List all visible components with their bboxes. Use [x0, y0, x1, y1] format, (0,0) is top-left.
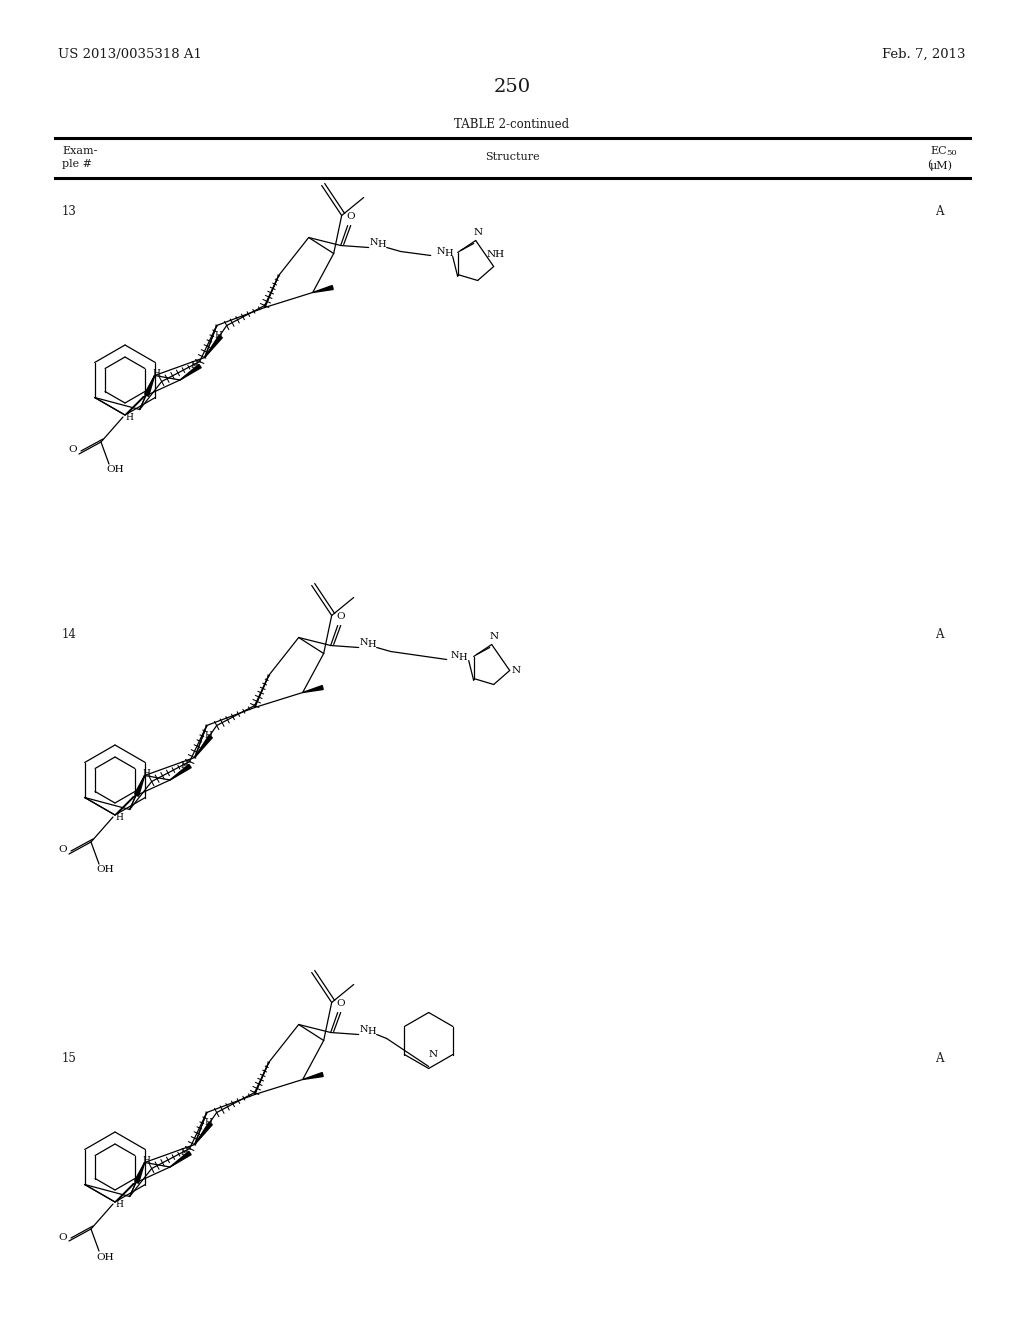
Text: NH: NH: [486, 249, 505, 259]
Polygon shape: [144, 375, 155, 396]
Text: US 2013/0035318 A1: US 2013/0035318 A1: [58, 48, 202, 61]
Text: O: O: [69, 446, 78, 454]
Polygon shape: [170, 764, 191, 780]
Text: 14: 14: [62, 628, 77, 642]
Text: μM): μM): [930, 160, 953, 170]
Text: H: H: [153, 370, 161, 378]
Text: N: N: [451, 651, 459, 660]
Text: H: H: [215, 331, 222, 341]
Text: H: H: [378, 240, 386, 249]
Text: 250: 250: [494, 78, 530, 96]
Text: A: A: [935, 1052, 943, 1065]
Polygon shape: [180, 364, 201, 380]
Text: N: N: [359, 1026, 368, 1034]
Text: 13: 13: [62, 205, 77, 218]
Polygon shape: [135, 1163, 144, 1183]
Text: O: O: [346, 213, 355, 220]
Polygon shape: [170, 1151, 191, 1167]
Text: N: N: [489, 632, 499, 642]
Text: H: H: [116, 1200, 124, 1209]
Text: ple #: ple #: [62, 158, 92, 169]
Text: N: N: [370, 238, 378, 247]
Text: O: O: [336, 999, 345, 1008]
Polygon shape: [312, 285, 333, 293]
Text: O: O: [336, 612, 345, 620]
Text: H: H: [181, 762, 188, 770]
Text: H: H: [205, 731, 213, 741]
Polygon shape: [303, 1073, 324, 1080]
Text: H: H: [444, 249, 453, 257]
Text: H: H: [142, 1156, 151, 1166]
Text: N: N: [436, 247, 445, 256]
Text: N: N: [473, 228, 482, 238]
Text: OH: OH: [96, 1253, 114, 1262]
Text: H: H: [181, 1148, 188, 1158]
Text: TABLE 2-continued: TABLE 2-continued: [455, 117, 569, 131]
Polygon shape: [195, 1122, 212, 1144]
Text: N: N: [359, 638, 368, 647]
Text: H: H: [126, 413, 133, 422]
Text: A: A: [935, 205, 943, 218]
Text: H: H: [116, 813, 124, 822]
Text: H: H: [190, 360, 199, 370]
Text: OH: OH: [96, 866, 114, 874]
Polygon shape: [303, 685, 324, 693]
Text: H: H: [459, 653, 467, 663]
Text: 15: 15: [62, 1052, 77, 1065]
Text: EC: EC: [930, 147, 946, 156]
Text: N: N: [511, 667, 520, 675]
Text: O: O: [58, 1233, 68, 1242]
Text: H: H: [368, 1027, 376, 1036]
Text: 50: 50: [946, 149, 956, 157]
Text: H: H: [142, 770, 151, 777]
Text: H: H: [368, 640, 376, 649]
Text: OH: OH: [106, 466, 124, 474]
Text: (: (: [927, 160, 932, 170]
Text: Structure: Structure: [484, 152, 540, 162]
Polygon shape: [135, 776, 144, 796]
Text: Feb. 7, 2013: Feb. 7, 2013: [883, 48, 966, 61]
Text: O: O: [58, 846, 68, 854]
Polygon shape: [195, 735, 212, 758]
Text: N: N: [428, 1049, 437, 1059]
Text: Exam-: Exam-: [62, 147, 97, 156]
Text: A: A: [935, 628, 943, 642]
Polygon shape: [205, 335, 222, 358]
Text: H: H: [205, 1118, 213, 1127]
